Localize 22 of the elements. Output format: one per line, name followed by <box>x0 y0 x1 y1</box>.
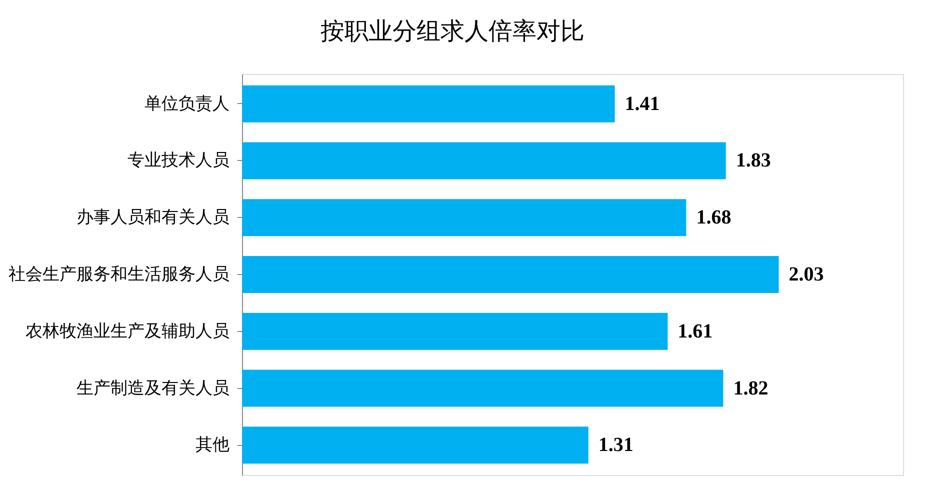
data-label: 1.41 <box>624 92 660 115</box>
y-tick-label: 生产制造及有关人员 <box>76 378 230 398</box>
y-tick-label: 社会生产服务和生活服务人员 <box>8 264 230 284</box>
data-label: 2.03 <box>788 264 824 286</box>
data-label: 1.83 <box>736 150 771 172</box>
bar <box>242 85 615 122</box>
data-label: 1.82 <box>733 377 768 400</box>
chart-title: 按职业分组求人倍率对比 <box>320 17 584 45</box>
data-label: 1.31 <box>598 434 634 456</box>
bar <box>242 312 668 350</box>
bar <box>242 426 588 464</box>
y-tick-label: 单位负责人 <box>144 94 230 114</box>
data-label: 1.61 <box>678 320 713 342</box>
y-tick-label: 办事人员和有关人员 <box>76 208 230 228</box>
y-tick-label: 其他 <box>196 435 230 456</box>
bar <box>242 256 779 293</box>
y-tick-label: 农林牧渔业生产及辅助人员 <box>26 321 230 342</box>
y-tick-label: 专业技术人员 <box>128 150 230 171</box>
bar <box>242 142 726 180</box>
bar <box>242 370 724 407</box>
bar <box>242 199 686 236</box>
data-label: 1.68 <box>696 206 732 229</box>
